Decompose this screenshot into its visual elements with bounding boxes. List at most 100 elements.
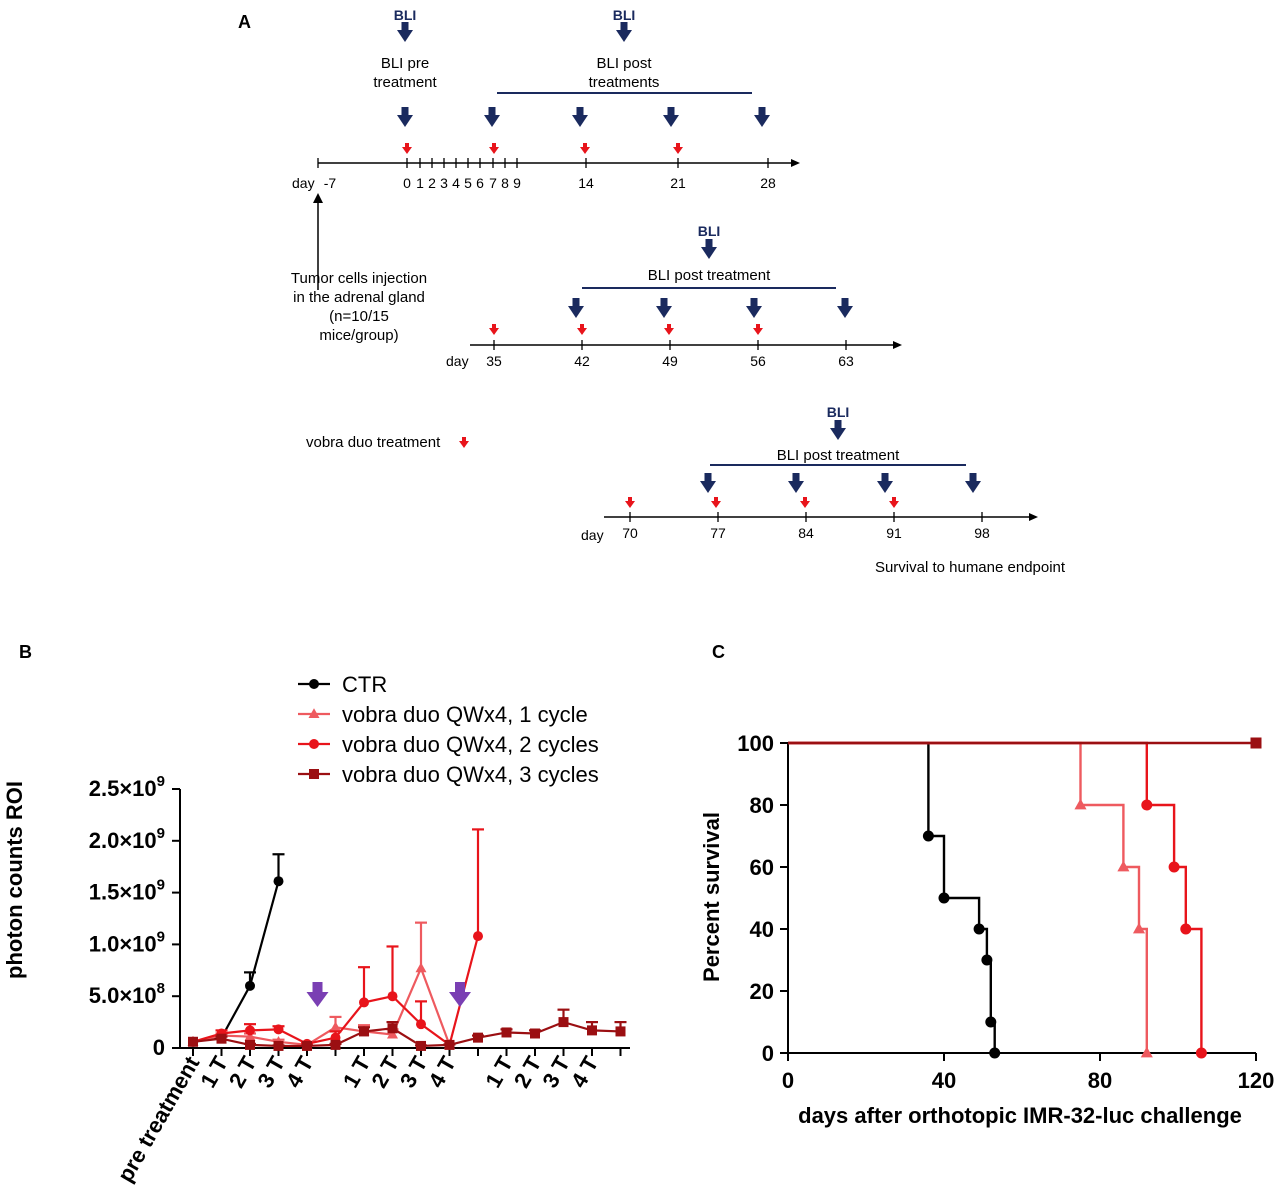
data-point	[359, 1026, 369, 1037]
day-tick-label: 91	[886, 525, 902, 541]
y-tick-label: 1.0×109	[89, 928, 165, 956]
data-point	[273, 1040, 284, 1051]
day-tick-label: 49	[662, 353, 678, 369]
panel-c: C Percent survival days after orthotopic…	[699, 642, 1274, 1128]
panel-c-ylabel: Percent survival	[699, 812, 724, 982]
x-tick-label: 4 T	[423, 1052, 461, 1093]
legend-label: vobra duo QWx4, 3 cycles	[342, 762, 599, 787]
day-tick-label: 98	[974, 525, 990, 541]
injection-note-2: in the adrenal gland	[293, 289, 425, 306]
data-point	[244, 1030, 256, 1041]
data-point	[245, 1039, 255, 1050]
day-tick-label: 63	[838, 353, 854, 369]
day-tick-label: 8	[501, 175, 509, 191]
legend-marker	[309, 769, 319, 779]
bli-label-post3: BLI	[827, 404, 850, 420]
y-tick-label: 0	[153, 1035, 165, 1060]
injection-note-3: (n=10/15	[329, 308, 389, 325]
x-tick-label: pre treatment	[112, 1051, 204, 1186]
day-tick-label: 35	[486, 353, 502, 369]
data-point	[938, 892, 950, 904]
data-point	[1195, 1047, 1207, 1059]
day-tick-label: 7	[489, 175, 497, 191]
legend-label: CTR	[342, 672, 387, 697]
bli-arrow-icon	[616, 22, 632, 42]
treatment-arrow-icon	[625, 497, 635, 508]
data-point	[1132, 922, 1146, 934]
legend-label: vobra duo QWx4, 2 cycles	[342, 732, 599, 757]
data-point	[415, 962, 427, 973]
bli-arrow-icon	[656, 298, 672, 318]
day-tick-label: 56	[750, 353, 766, 369]
data-point	[1117, 860, 1130, 872]
treatment-arrow-icon	[664, 324, 674, 335]
survival-note: Survival to humane endpoint	[875, 559, 1066, 576]
treatment-arrow-icon	[711, 497, 721, 508]
data-point	[985, 1016, 997, 1028]
treatment-arrow-icon	[489, 143, 499, 154]
bli-arrow-icon	[965, 473, 981, 493]
timeline-3: day 70 77 84 91 98	[581, 512, 1038, 543]
bli-arrow-icon	[830, 420, 846, 440]
panel-b-label: B	[19, 642, 32, 662]
bli-pre-line1: BLI pre	[381, 55, 429, 72]
y-tick-label: 2.0×109	[89, 825, 165, 853]
day-tick-label: 21	[670, 175, 686, 191]
series-line	[192, 880, 280, 1043]
data-point	[387, 1028, 398, 1039]
treatment-marker-icon	[306, 992, 329, 1007]
y-tick-label: 1.5×109	[89, 877, 165, 905]
day-tick-label: 9	[513, 175, 521, 191]
panel-b: B photon counts ROI 0 5.0×108 1.0×109 1.5×1…	[2, 642, 630, 1186]
bli-post2-text: BLI post treatment	[648, 267, 771, 284]
survival-curve	[788, 741, 996, 1053]
treatment-marker-icon	[449, 992, 471, 1007]
bli-post3-text: BLI post treatment	[777, 447, 900, 464]
bli-arrow-icon	[701, 239, 717, 259]
x-tick-label: 80	[1088, 1068, 1112, 1093]
data-point	[188, 1036, 198, 1047]
legend-marker	[309, 739, 319, 749]
treatment-arrow-icon	[580, 143, 590, 154]
data-point	[273, 1024, 284, 1035]
panel-c-xlabel: days after orthotopic IMR-32-luc challen…	[798, 1103, 1242, 1128]
data-point	[387, 1023, 398, 1034]
day-label: day	[581, 527, 604, 543]
timeline-1: day -7 0 1 2 3 4 5 6 7 8 9 14 21 28	[292, 158, 800, 191]
data-point	[245, 1025, 255, 1036]
y-tick-label: 100	[737, 731, 774, 756]
legend-label: vobra duo QWx4, 1 cycle	[342, 702, 588, 727]
day-tick-label: 28	[760, 175, 776, 191]
day-label: day	[446, 353, 469, 369]
series-line	[192, 1020, 621, 1048]
data-point	[1074, 798, 1087, 810]
day-tick-label: 6	[476, 175, 484, 191]
data-point	[473, 1032, 483, 1043]
y-tick-label: 20	[750, 979, 774, 1004]
x-tick-label: 4 T	[566, 1052, 604, 1093]
treatment-arrow-icon	[577, 324, 587, 335]
day-tick-label: -7	[324, 175, 337, 191]
day-tick-label: 42	[574, 353, 590, 369]
bli-arrow-icon	[568, 298, 584, 318]
data-point	[273, 876, 284, 887]
data-point	[416, 1040, 426, 1051]
y-tick-label: 40	[750, 917, 774, 942]
panel-a: A BLI BLI pre treatment BLI BLI post tre…	[238, 7, 1066, 576]
day-tick-label: 77	[710, 525, 726, 541]
data-point	[1168, 861, 1180, 873]
data-point	[558, 1017, 569, 1028]
bli-post1-line2: treatments	[589, 74, 660, 91]
day-tick-label: 70	[622, 525, 638, 541]
treatment-arrow-icon	[800, 497, 810, 508]
data-point	[1250, 737, 1262, 749]
data-point	[444, 1039, 455, 1050]
y-tick-label: 0	[762, 1041, 774, 1066]
treatment-arrow-icon	[889, 497, 899, 508]
day-tick-label: 2	[428, 175, 436, 191]
day-tick-label: 1	[416, 175, 424, 191]
y-tick-label: 60	[750, 855, 774, 880]
data-point	[330, 1039, 341, 1050]
data-point	[615, 1026, 626, 1037]
